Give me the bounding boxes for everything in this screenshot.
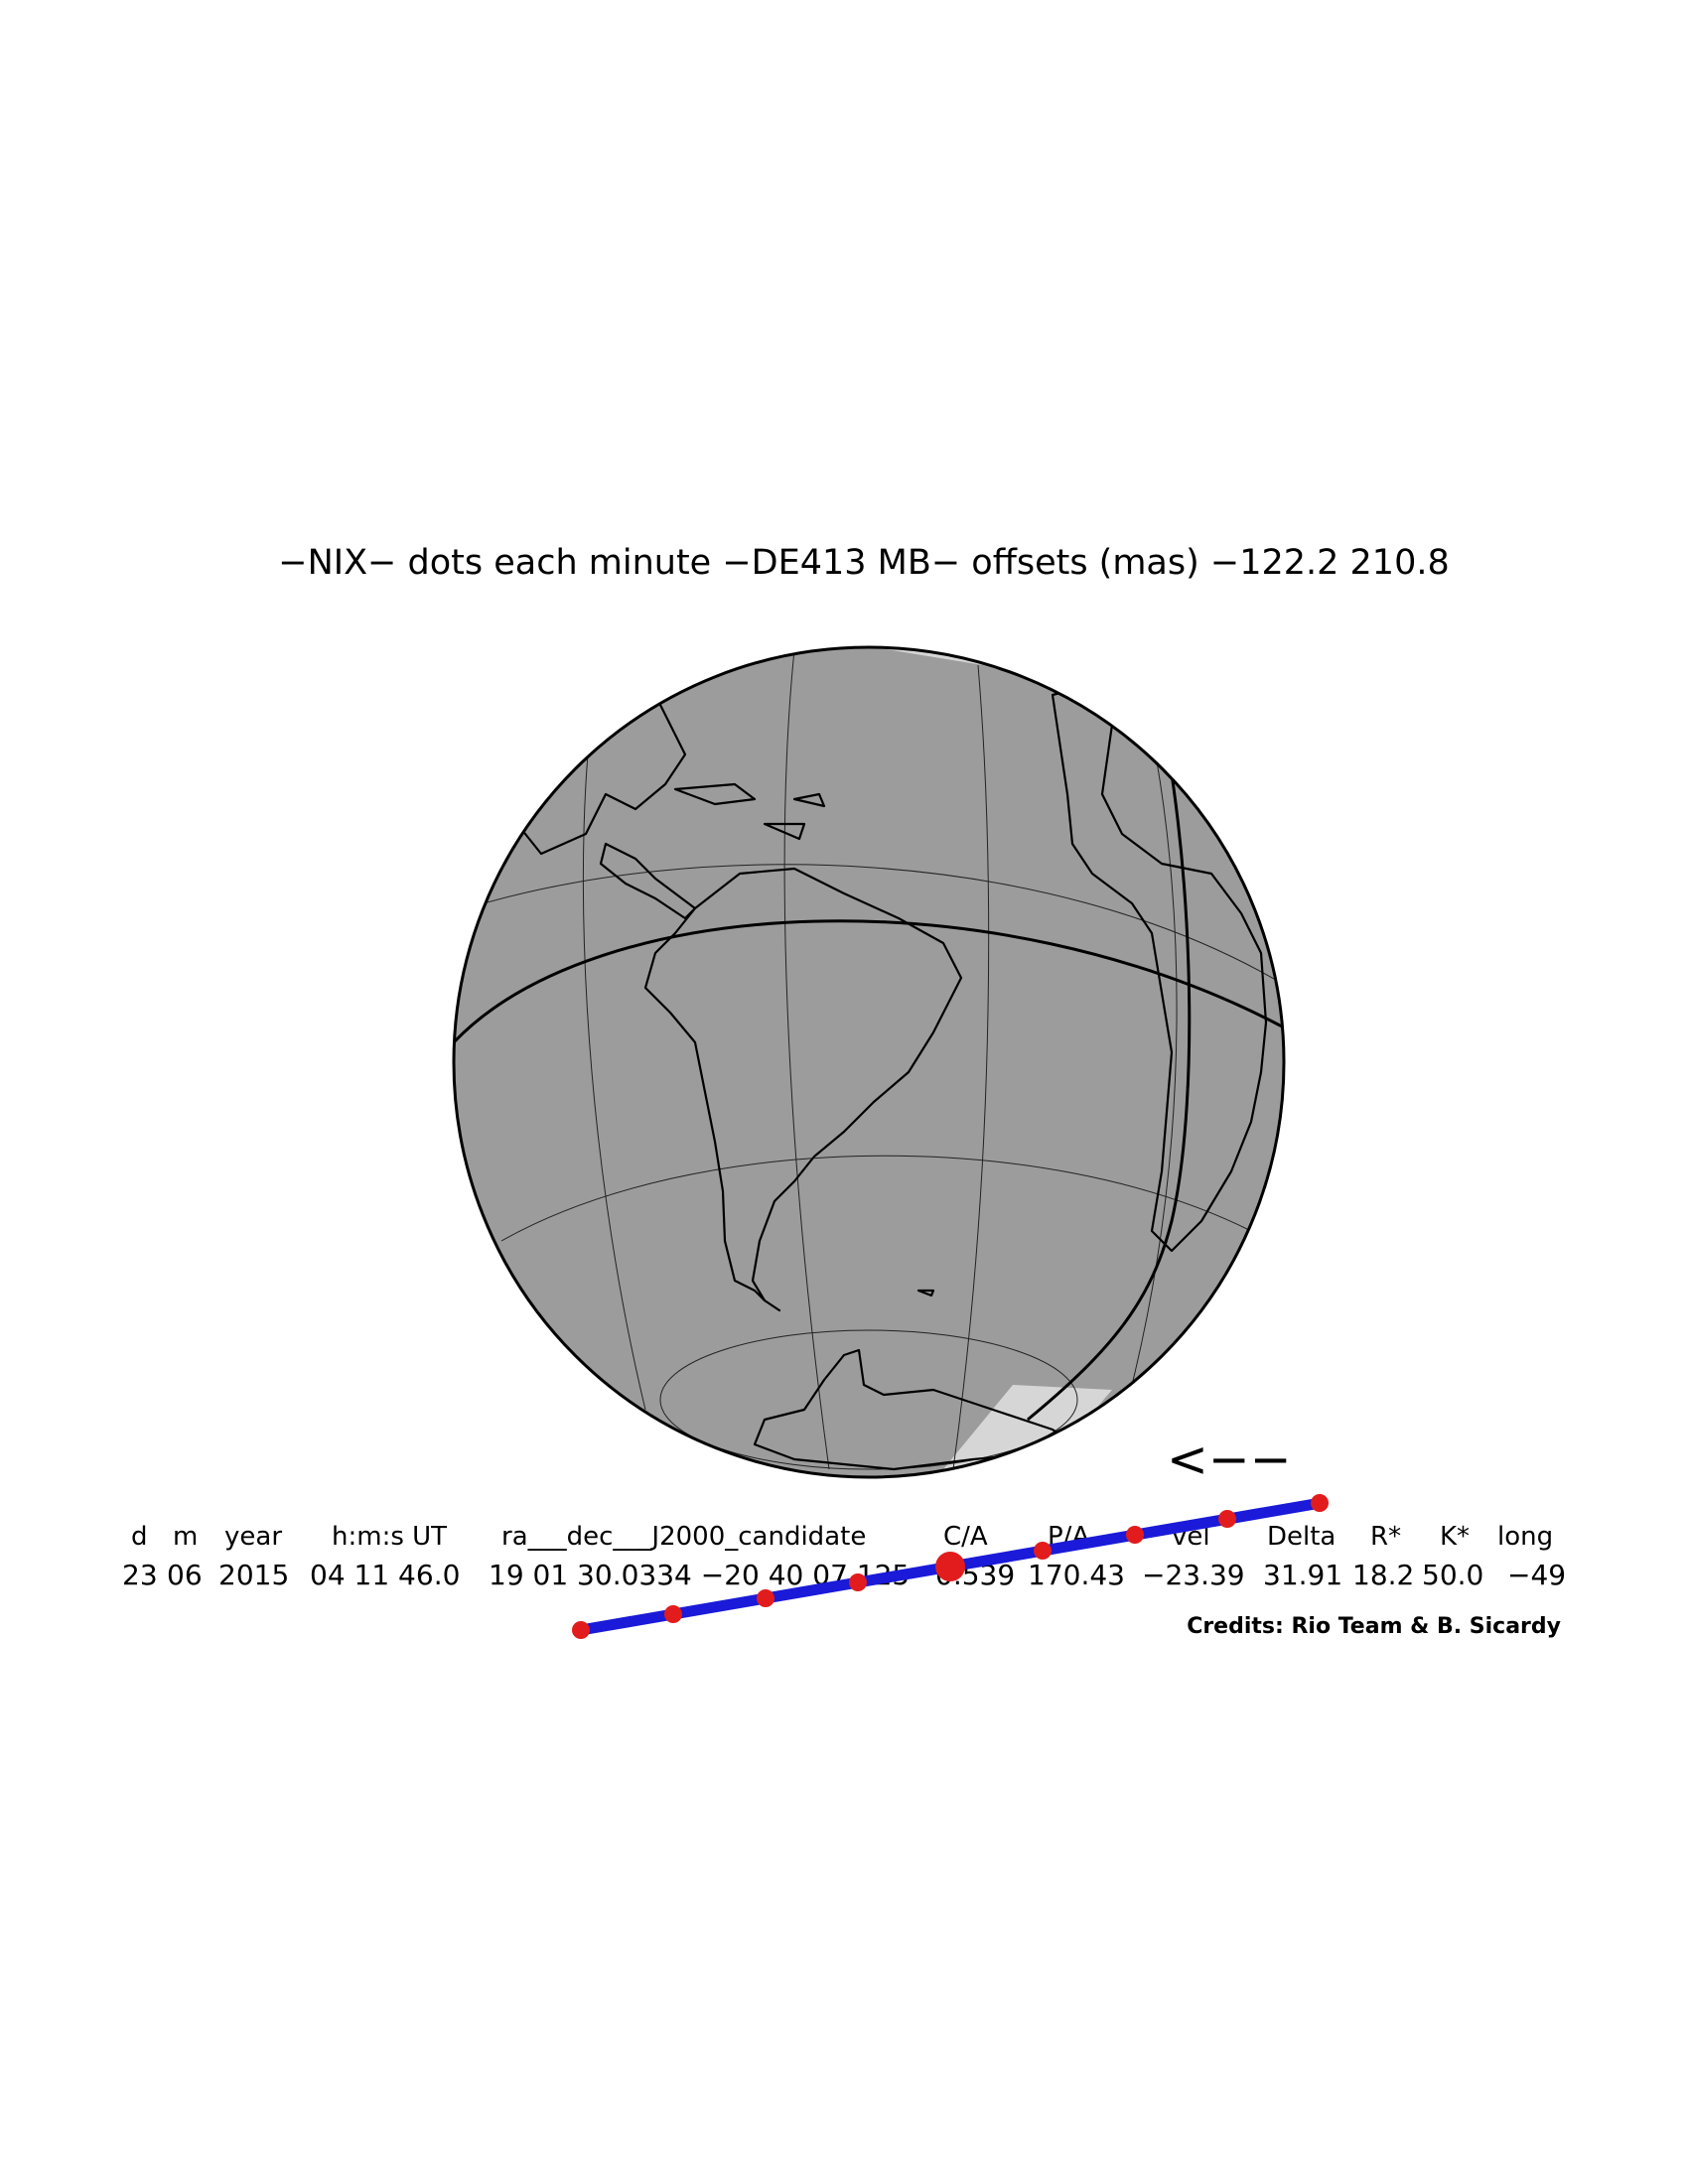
minute-dot [1126, 1526, 1144, 1544]
value-k-star: 50.0 [1422, 1559, 1483, 1591]
header-long: long [1497, 1522, 1553, 1552]
shadow-path [572, 1494, 1329, 1639]
minute-dot [849, 1573, 867, 1591]
value-delta: 31.91 [1263, 1559, 1342, 1591]
value-r-star: 18.2 [1352, 1559, 1414, 1591]
graticule [466, 649, 1282, 1470]
value-d: 23 [122, 1559, 158, 1591]
header-delta: Delta [1267, 1522, 1336, 1552]
value-m: 06 [167, 1559, 203, 1591]
closest-approach-dot [935, 1552, 965, 1581]
minute-dot [757, 1589, 774, 1607]
minute-dot [1311, 1494, 1329, 1512]
credits-text: Credits: Rio Team & B. Sicardy [1187, 1614, 1561, 1639]
value-long: −49 [1507, 1559, 1566, 1591]
minute-dot [664, 1605, 682, 1623]
header-k-star: K* [1440, 1522, 1470, 1552]
header-r-star: R* [1370, 1522, 1401, 1552]
minute-dot [1034, 1542, 1052, 1560]
caribbean-islands [673, 782, 826, 841]
south-georgia-island [916, 1289, 935, 1297]
header-d: d [131, 1522, 148, 1552]
globe [452, 645, 1286, 1479]
coastlines [514, 673, 1268, 1471]
south-america-coast [643, 867, 963, 1312]
night-hemisphere [454, 647, 1284, 1477]
header-year: year [224, 1522, 282, 1552]
map-title: −NIX− dots each minute −DE413 MB− offset… [278, 543, 1450, 583]
value-vel: −23.39 [1142, 1559, 1245, 1591]
value-time: 04 11 46.0 [310, 1559, 460, 1591]
globe-rim [452, 645, 1286, 1479]
value-pa: 170.43 [1028, 1559, 1125, 1591]
africa-west-coast [1051, 683, 1268, 1253]
direction-arrow: <−− [1167, 1431, 1292, 1488]
header-time: h:m:s UT [332, 1522, 447, 1552]
header-coordinates: ra___dec___J2000_candidate [501, 1522, 866, 1552]
minute-dot [1218, 1510, 1236, 1528]
minute-dot [572, 1621, 590, 1639]
header-m: m [173, 1522, 198, 1552]
reference-lines [454, 694, 1284, 1422]
value-year: 2015 [218, 1559, 289, 1591]
event-table: d m year h:m:s UT ra___dec___J2000_candi… [122, 1522, 1566, 1591]
header-ca: C/A [943, 1522, 988, 1552]
